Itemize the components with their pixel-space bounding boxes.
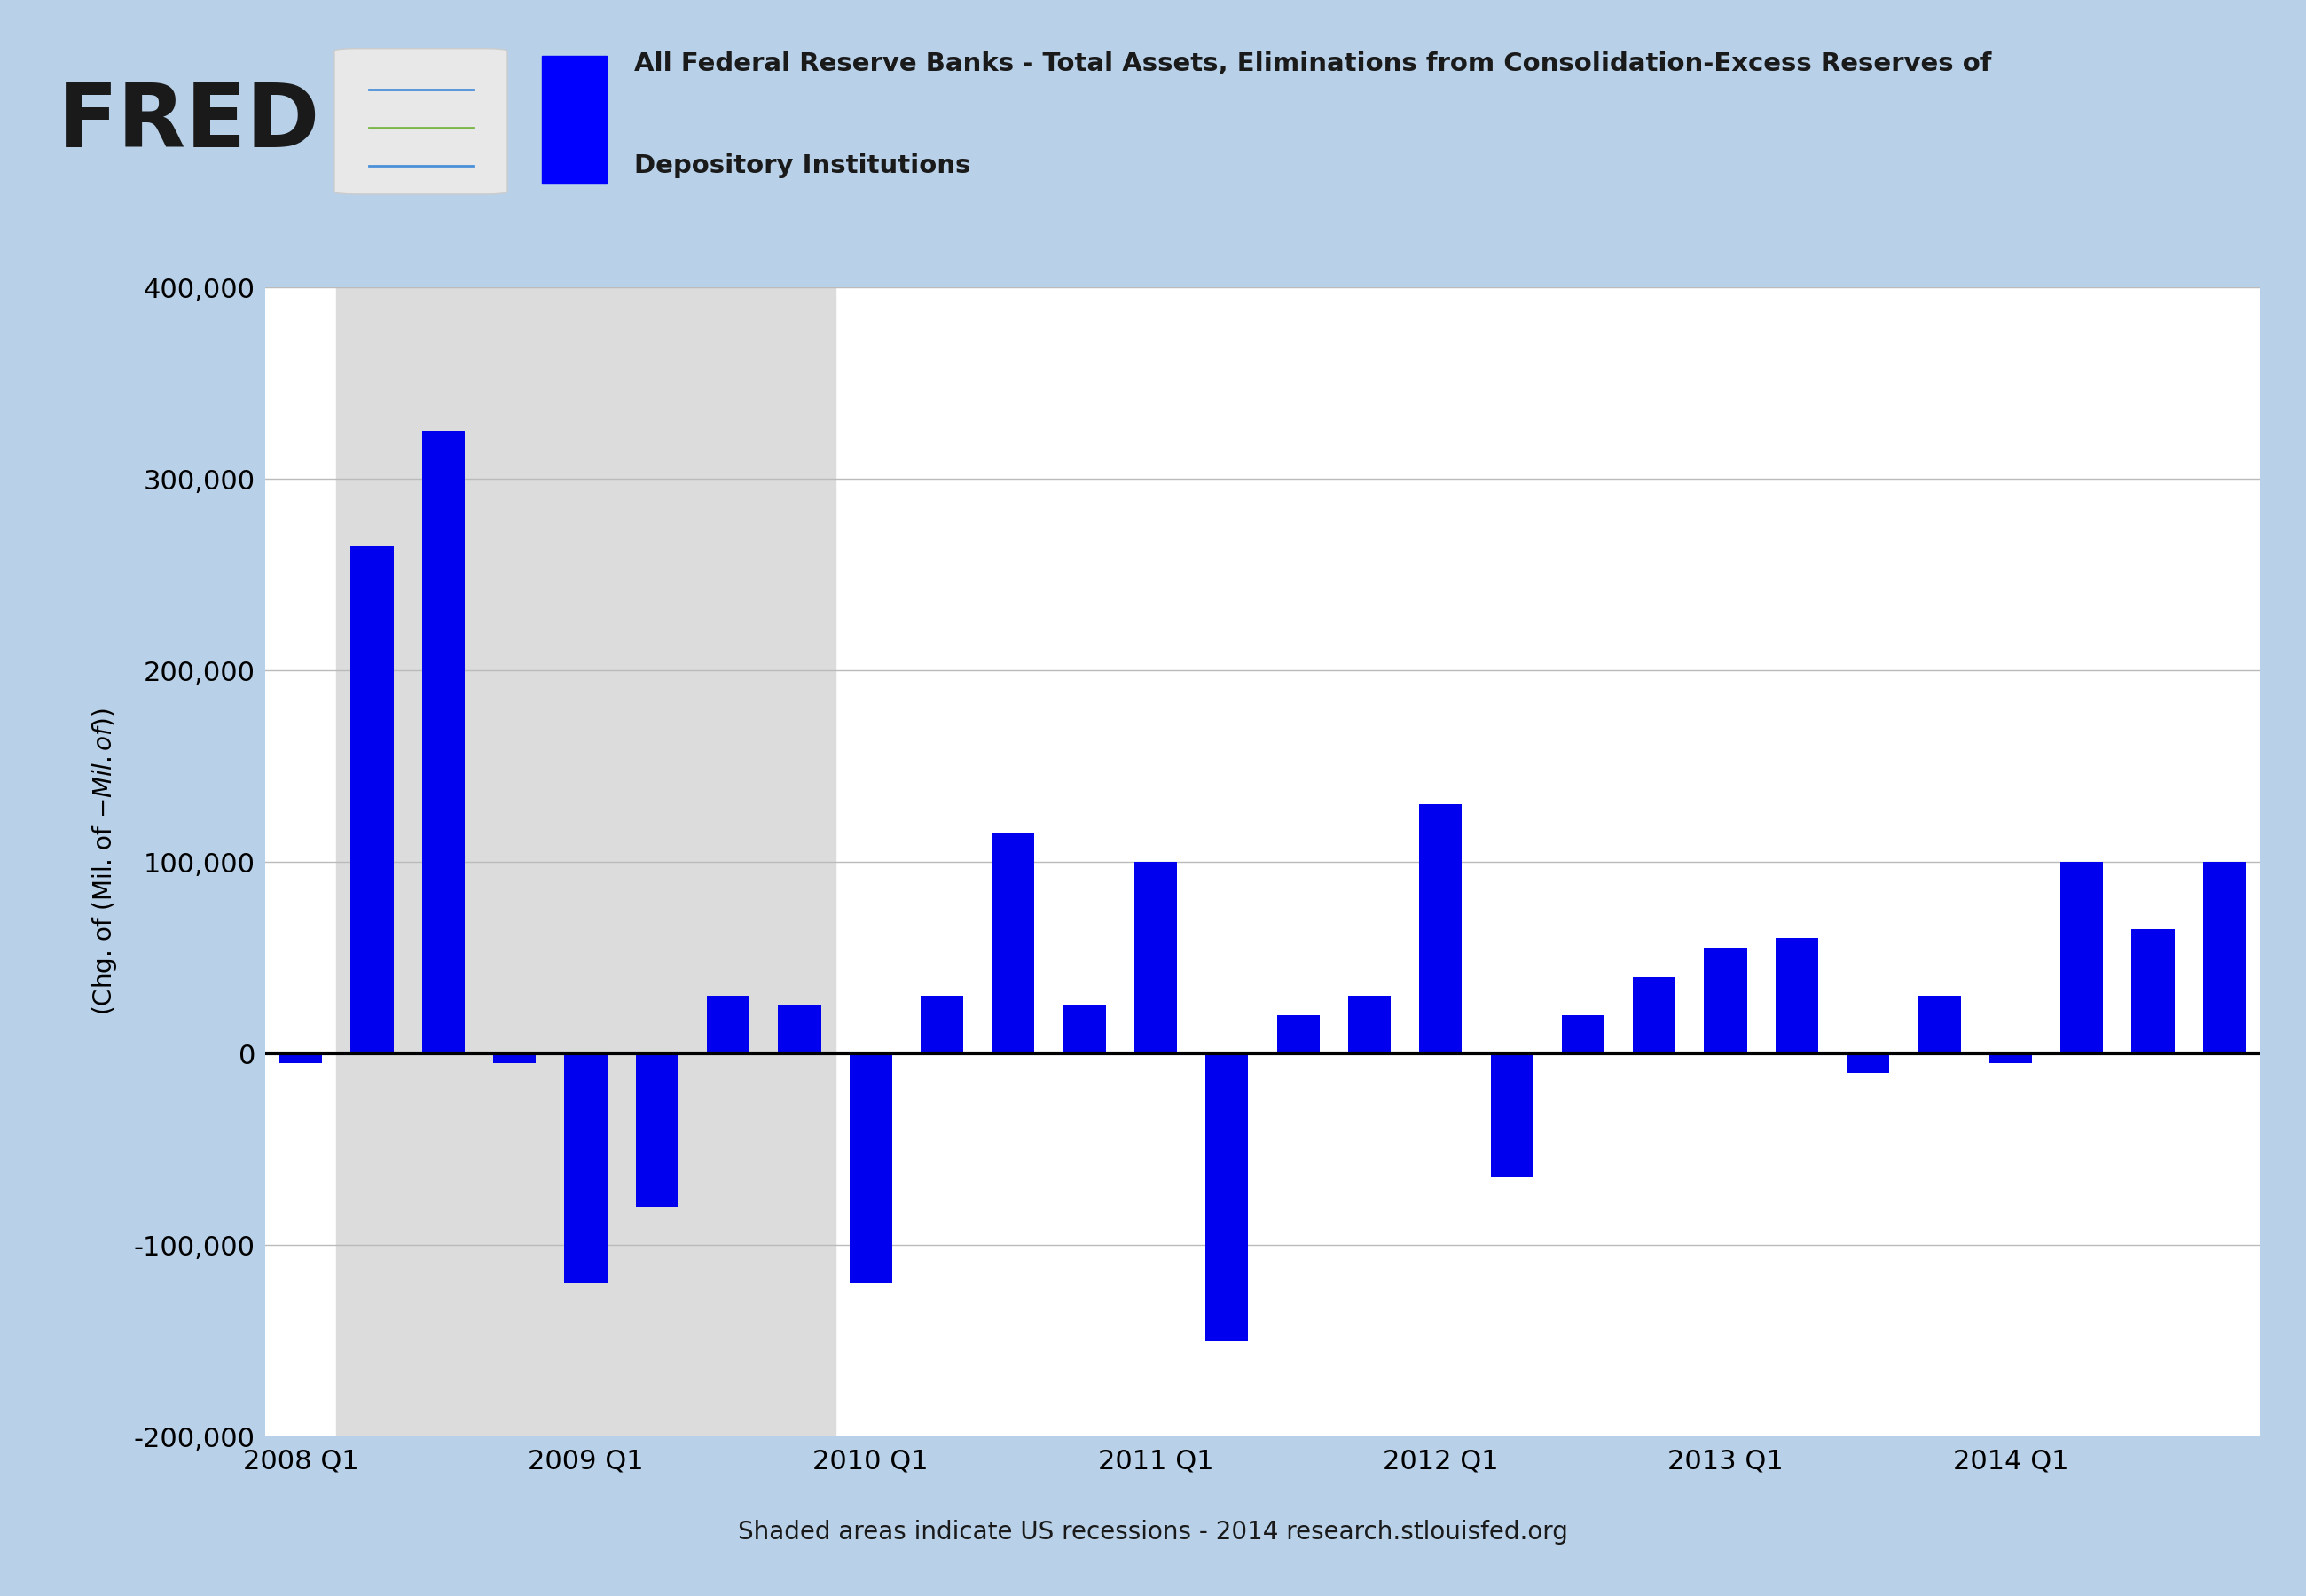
Bar [1847, 1053, 1889, 1073]
Text: FRED: FRED [58, 80, 321, 166]
Bar [422, 431, 464, 1053]
Bar [1063, 1005, 1107, 1053]
Bar [2062, 862, 2103, 1053]
Bar [849, 1053, 892, 1283]
Bar [1135, 862, 1176, 1053]
Bar [1704, 948, 1748, 1053]
Bar [565, 1053, 606, 1283]
Y-axis label: (Chg. of (Mil. of $-Mil. of $)): (Chg. of (Mil. of $-Mil. of $)) [90, 709, 120, 1015]
Bar [493, 1053, 535, 1063]
Text: Shaded areas indicate US recessions - 2014 research.stlouisfed.org: Shaded areas indicate US recessions - 20… [738, 1519, 1568, 1545]
Text: Depository Institutions: Depository Institutions [634, 153, 971, 179]
Bar [279, 1053, 323, 1063]
Bar [1776, 938, 1817, 1053]
Bar [708, 996, 749, 1053]
Bar [351, 546, 394, 1053]
Bar [1561, 1015, 1605, 1053]
Bar [777, 1005, 821, 1053]
Bar [337, 287, 835, 1436]
Bar [1278, 1015, 1319, 1053]
FancyBboxPatch shape [334, 48, 507, 195]
Bar [2131, 929, 2175, 1053]
Bar [1418, 804, 1462, 1053]
Bar [1633, 977, 1676, 1053]
Bar [1206, 1053, 1248, 1341]
FancyBboxPatch shape [542, 56, 606, 184]
Bar [1919, 996, 1960, 1053]
Bar [1349, 996, 1391, 1053]
Bar [1490, 1053, 1533, 1178]
Bar [2202, 862, 2246, 1053]
Bar [636, 1053, 678, 1207]
Bar [1990, 1053, 2032, 1063]
Bar [992, 833, 1035, 1053]
Text: All Federal Reserve Banks - Total Assets, Eliminations from Consolidation-Excess: All Federal Reserve Banks - Total Assets… [634, 51, 1992, 77]
Bar [920, 996, 964, 1053]
